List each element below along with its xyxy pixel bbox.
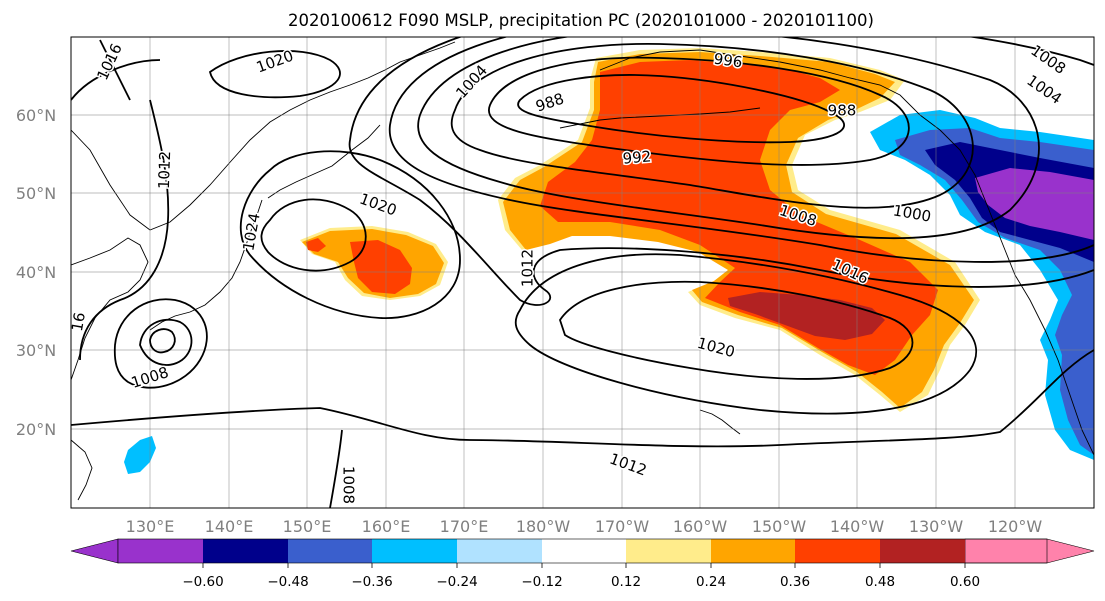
colorbar-segment <box>118 539 203 563</box>
coastline-aleutians <box>559 107 761 129</box>
lon-label-130w: 130°W <box>909 517 964 536</box>
colorbar-tick-label: −0.36 <box>351 574 392 590</box>
lat-label-30n: 30°N <box>16 341 56 360</box>
lat-label-60n: 60°N <box>16 106 56 125</box>
precip-negative-purple <box>975 168 1094 240</box>
colorbar-extend-left <box>70 538 119 564</box>
isobar-label: 988 <box>828 102 857 120</box>
colorbar-segment <box>203 539 288 563</box>
isobar-1024-west <box>260 198 367 272</box>
isobar-label: 1008 <box>340 466 358 504</box>
isobar-1012-west-vertical <box>79 99 170 361</box>
colorbar-tick-label: −0.60 <box>182 574 223 590</box>
lat-label-40n: 40°N <box>16 263 56 282</box>
lon-label-140e: 140°E <box>205 517 254 536</box>
colorbar-segment <box>288 539 372 563</box>
coastline-asia <box>71 41 456 231</box>
lon-label-160e: 160°E <box>362 517 411 536</box>
colorbar-tick-label: −0.48 <box>267 574 308 590</box>
isobar-1008 <box>388 37 1094 263</box>
lon-label-180w: 180°W <box>516 517 571 536</box>
lon-label-140w: 140°W <box>830 517 885 536</box>
map-frame <box>70 36 1095 509</box>
precip-negative-patch-south <box>124 436 156 474</box>
lon-label-150w: 150°W <box>752 517 807 536</box>
isobar-1004 <box>417 37 1040 240</box>
lon-label-120w: 120°W <box>988 517 1043 536</box>
isobar-aleutian-low-996 <box>488 56 910 166</box>
colorbar: −0.60 −0.48 −0.36 −0.24 −0.12 0.12 0.24 … <box>70 538 1095 590</box>
colorbar-extend-right <box>964 538 1095 564</box>
colorbar-segment <box>626 539 711 563</box>
isobar-typhoon-inner-2 <box>149 328 176 354</box>
lat-label-20n: 20°N <box>16 420 56 439</box>
axis-labels: 60°N 50°N 40°N 30°N 20°N 130°E 140°E 150… <box>16 106 1043 536</box>
isobar-label: 1012 <box>519 249 537 287</box>
colorbar-tick-label: 0.36 <box>780 574 810 590</box>
lat-label-50n: 50°N <box>16 184 56 203</box>
isobar-1012-south <box>71 349 1094 448</box>
isobar-1008-south <box>329 429 343 508</box>
colorbar-segment <box>457 539 542 563</box>
colorbar-tick-label: 0.60 <box>950 574 980 590</box>
colorbar-tick-label: −0.24 <box>436 574 477 590</box>
colorbar-tick-label: 0.24 <box>696 574 726 590</box>
coastline-hawaii <box>699 409 741 435</box>
colorbar-segment <box>542 539 626 563</box>
colorbar-segment <box>711 539 795 563</box>
precip-positive-band-red <box>540 60 938 375</box>
isobar-aleutian-low-inner <box>517 74 845 144</box>
isobar-label: 992 <box>622 147 652 167</box>
coastline-alaska <box>599 49 941 131</box>
lon-label-170e: 170°E <box>440 517 489 536</box>
colorbar-segment <box>795 539 880 563</box>
isobar-1016 <box>514 253 977 415</box>
isobar-1020-nw <box>71 39 161 101</box>
isobar-typhoon-inner-1 <box>139 318 193 366</box>
lon-label-150e: 150°E <box>283 517 332 536</box>
colorbar-tick-label: 0.12 <box>611 574 641 590</box>
precip-shading <box>124 48 1094 474</box>
coastline-sakhalin-kuril <box>267 124 381 199</box>
isobar-1020-west <box>239 150 461 319</box>
colorbar-segment <box>372 539 457 563</box>
isobar-1016-west <box>208 50 341 99</box>
isobar-label: 1012 <box>155 151 174 190</box>
figure-title: 2020100612 F090 MSLP, precipitation PC (… <box>288 11 874 30</box>
coastline-japan <box>149 199 263 331</box>
colorbar-tick-label: −0.12 <box>521 574 562 590</box>
colorbar-frame <box>117 538 1048 564</box>
precip-positive-patch-west-red-small <box>306 238 326 252</box>
mslp-contours <box>71 37 1094 508</box>
coastline-china-korea <box>71 237 149 381</box>
isobar-aleutian-low-1000 <box>450 43 974 209</box>
isobar-1020-east <box>559 280 914 380</box>
coastline-philippines <box>71 439 93 501</box>
gridlines <box>71 37 1094 508</box>
colorbar-tick-label: 0.48 <box>865 574 895 590</box>
precip-positive-patch-west-red <box>350 240 412 294</box>
isobar-typhoon-1008 <box>113 298 208 389</box>
colorbar-ticks <box>202 563 966 568</box>
lon-label-170w: 170°W <box>595 517 650 536</box>
lon-label-130e: 130°E <box>126 517 175 536</box>
colorbar-segment <box>880 539 965 563</box>
isobar-1012 <box>348 37 1094 306</box>
lon-label-160w: 160°W <box>673 517 728 536</box>
